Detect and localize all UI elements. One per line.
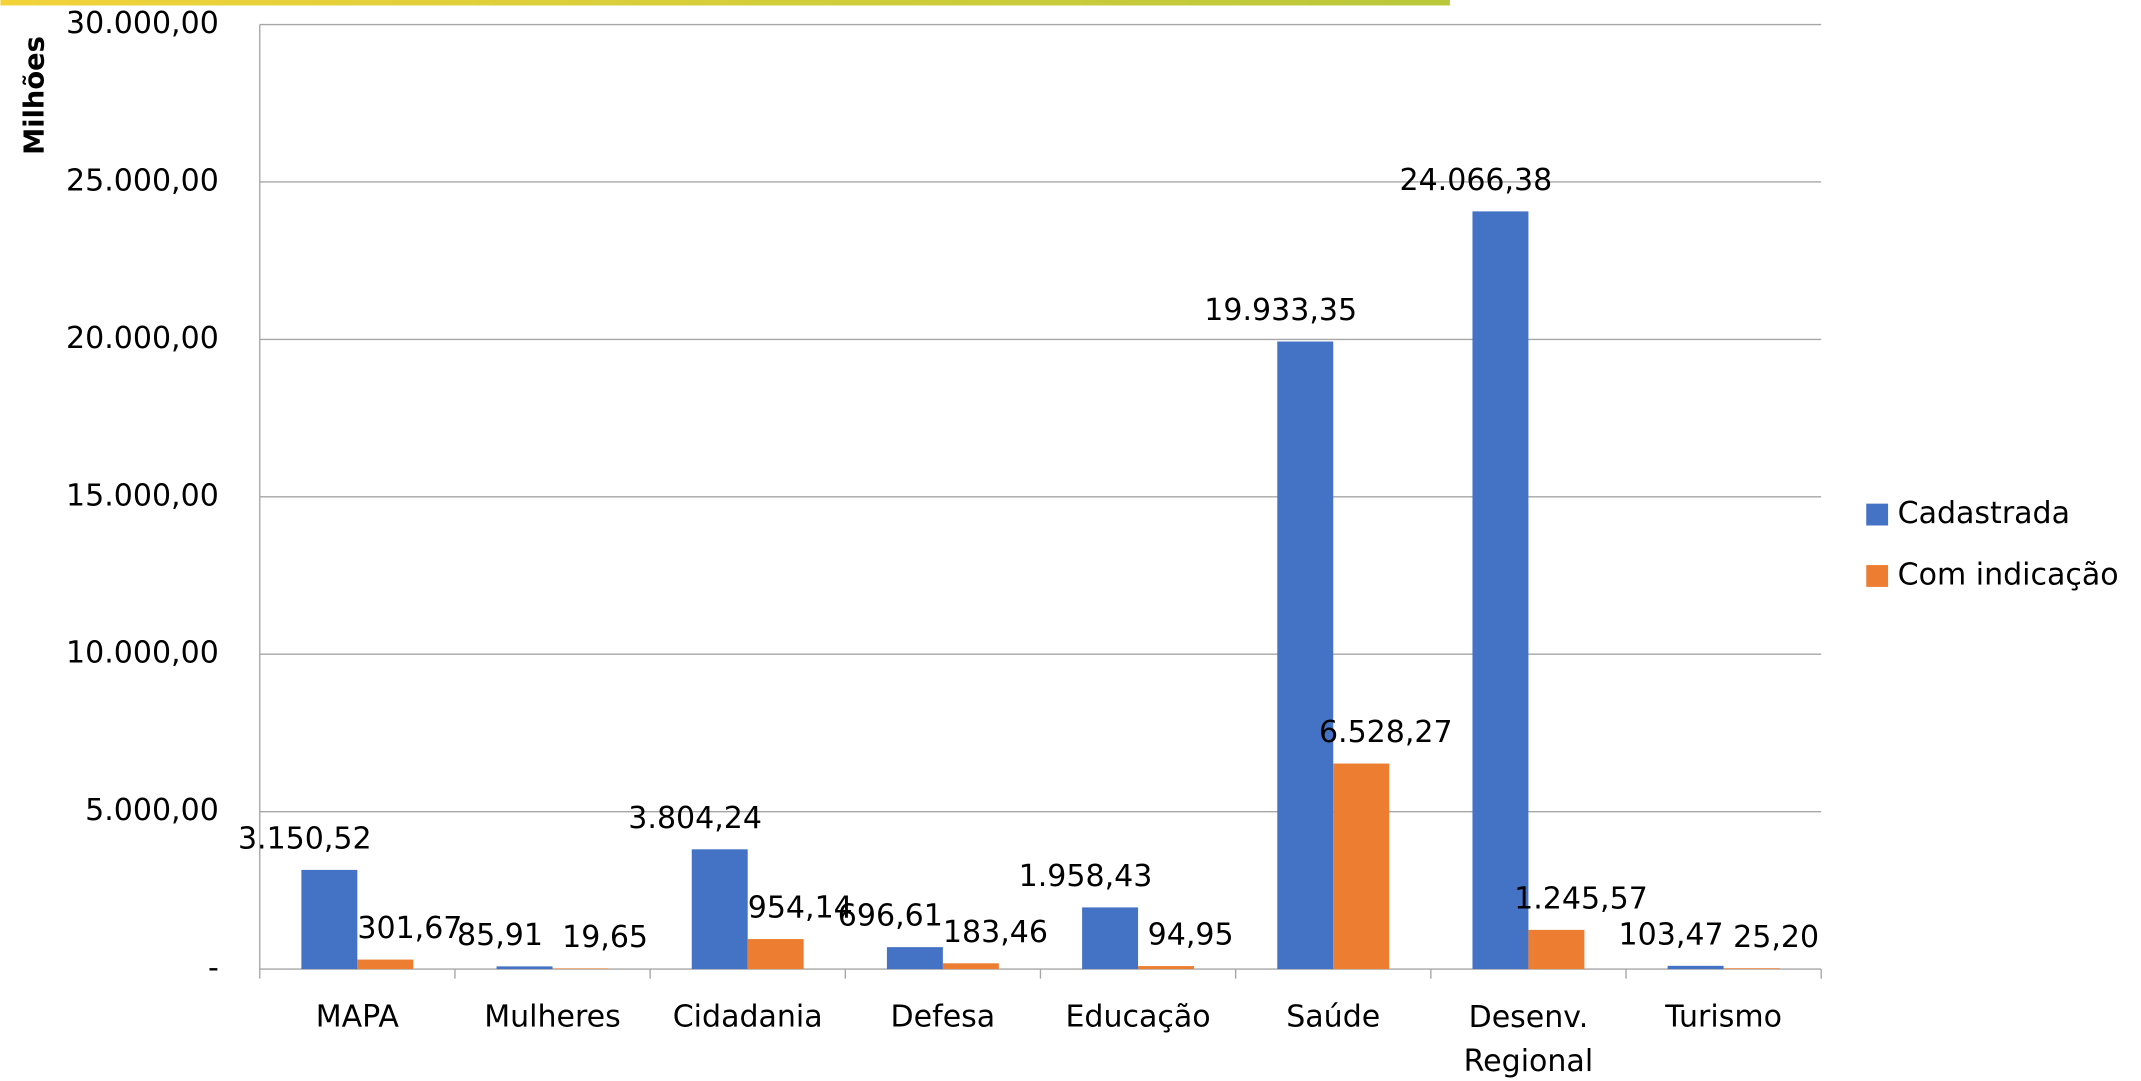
data-label: 24.066,38	[1399, 163, 1552, 198]
data-label: 85,91	[457, 918, 543, 953]
data-label: 6.528,27	[1319, 715, 1453, 750]
top-stripe	[0, 0, 1450, 5]
data-label: 19.933,35	[1204, 293, 1357, 328]
data-label: 1.245,57	[1514, 881, 1648, 916]
legend-swatch	[1866, 565, 1888, 587]
bar	[887, 947, 943, 969]
bar	[748, 939, 804, 969]
bar	[1472, 211, 1528, 969]
y-axis-label: Milhões	[19, 36, 50, 155]
x-tick-label: Cidadania	[673, 1000, 823, 1035]
y-tick-label: 25.000,00	[66, 163, 219, 198]
bar	[1333, 764, 1389, 970]
data-label: 103,47	[1619, 917, 1724, 952]
y-tick-label: 5.000,00	[85, 793, 219, 828]
y-tick-label: -	[208, 951, 219, 986]
bar	[497, 966, 553, 969]
bar	[1528, 930, 1584, 969]
data-label: 301,67	[357, 911, 462, 946]
bar	[1668, 966, 1724, 969]
data-label: 183,46	[943, 915, 1048, 950]
y-tick-label: 10.000,00	[66, 636, 219, 671]
data-label: 1.958,43	[1019, 859, 1153, 894]
x-tick-label: MAPA	[316, 1000, 400, 1035]
bar	[357, 960, 413, 969]
y-tick-label: 30.000,00	[66, 6, 219, 41]
legend-swatch	[1866, 504, 1888, 526]
data-label: 25,20	[1733, 920, 1819, 955]
bar	[943, 963, 999, 969]
legend-label: Cadastrada	[1898, 496, 2070, 531]
bar	[1724, 968, 1780, 969]
data-label: 3.150,52	[238, 821, 372, 856]
legend-label: Com indicação	[1898, 557, 2119, 592]
data-label: 19,65	[562, 920, 648, 955]
bar	[1082, 907, 1138, 969]
chart: Milhões - 5.000,00 10.000,00 15.000,00 20.00…	[0, 0, 2141, 1081]
data-label: 3.804,24	[628, 801, 762, 836]
bar	[1138, 966, 1194, 969]
x-tick-label: Defesa	[891, 1000, 996, 1035]
bar	[1277, 342, 1333, 970]
bar	[301, 870, 357, 969]
y-tick-label: 20.000,00	[66, 321, 219, 356]
data-label: 94,95	[1148, 918, 1234, 953]
x-tick-label: Saúde	[1286, 1000, 1380, 1035]
x-tick-label: Desenv.Regional	[1464, 1000, 1594, 1079]
data-label: 696,61	[838, 899, 943, 934]
x-tick-label: Mulheres	[484, 1000, 621, 1035]
bar	[692, 849, 748, 969]
bar	[553, 968, 609, 969]
x-tick-label: Turismo	[1664, 1000, 1782, 1035]
y-tick-label: 15.000,00	[66, 478, 219, 513]
x-tick-label: Educação	[1065, 1000, 1210, 1035]
